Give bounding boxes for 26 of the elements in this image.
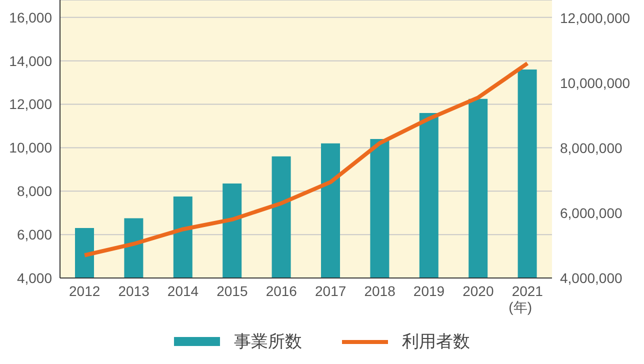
y2-tick-label: 4,000,000 [560, 270, 622, 286]
legend-label: 利用者数 [402, 331, 470, 353]
x-tick-label: 2021 [512, 282, 544, 299]
y-tick-label: 14,000 [9, 52, 52, 69]
x-tick-label: 2015 [216, 282, 248, 299]
x-tick-label: 2018 [364, 282, 396, 299]
y-tick-label: 16,000 [9, 9, 52, 26]
y-tick-label: 12,000 [9, 96, 52, 112]
legend-label: 事業所数 [234, 331, 302, 353]
y-tick-label: 10,000 [9, 140, 52, 156]
x-tick-label: 2014 [167, 282, 199, 299]
y2-tick-label: 8,000,000 [560, 140, 622, 156]
x-tick-label: 2013 [118, 282, 150, 299]
x-tick-label: 2019 [413, 282, 445, 299]
x-tick-label: 2017 [315, 282, 346, 299]
x-tick-label: 2020 [462, 282, 494, 299]
y-tick-label: 6,000 [16, 226, 52, 243]
y-tick-label: 8,000 [16, 183, 52, 200]
x-axis-title: (年) [508, 299, 532, 315]
y2-tick-label: 10,000,000 [560, 74, 630, 91]
y2-tick-label: 6,000,000 [560, 204, 622, 221]
x-tick-label: 2016 [266, 282, 298, 299]
y-tick-label: 4,000 [16, 270, 52, 286]
line-series [82, 61, 530, 258]
y2-tick-label: 12,000,000 [560, 10, 630, 26]
x-tick-label: 2012 [69, 282, 100, 299]
